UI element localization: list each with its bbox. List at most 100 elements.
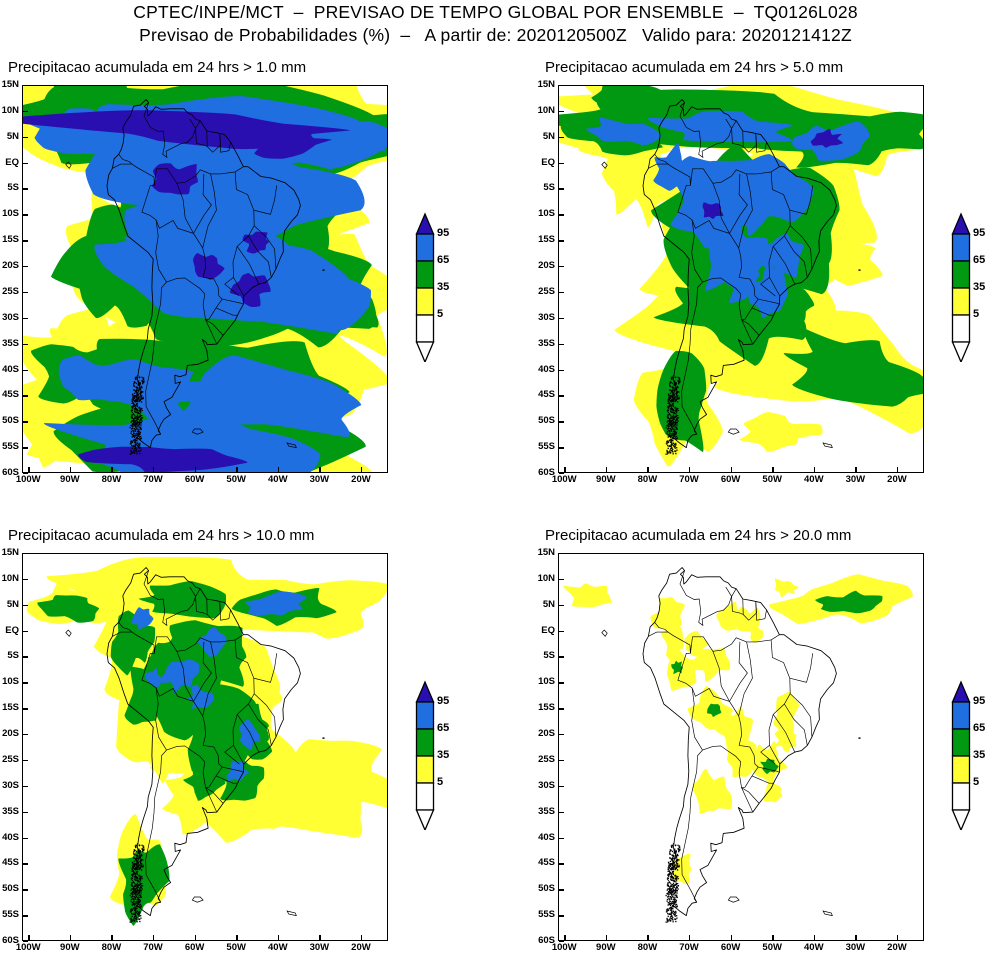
colorbar-level-label: 35: [973, 281, 986, 293]
y-axis-label: 10N: [537, 572, 555, 584]
x-axis-tick: [564, 467, 566, 472]
y-axis-tick: [23, 162, 28, 164]
y-axis-tick: [559, 759, 564, 762]
y-axis-tick: [559, 630, 564, 632]
y-axis-label: 5N: [6, 130, 19, 142]
x-axis-label: 70W: [143, 942, 163, 953]
x-axis-tick: [111, 467, 113, 472]
y-axis-label: 50S: [538, 415, 555, 427]
colorbar-level-label: 5: [973, 308, 980, 320]
y-axis-tick: [559, 291, 564, 294]
y-axis-tick: [559, 941, 564, 943]
x-axis-tick: [277, 467, 280, 472]
y-axis-tick: [23, 889, 28, 891]
header-line-1: CPTEC/INPE/MCT – PREVISAO DE TEMPO GLOBA…: [133, 2, 858, 22]
x-axis-tick: [813, 935, 816, 940]
y-axis-tick: [559, 369, 564, 371]
y-axis-tick: [23, 578, 28, 581]
x-axis-label: 90W: [596, 474, 616, 485]
colorbar-level-label: 35: [437, 749, 450, 761]
y-axis-label: 10S: [2, 208, 19, 220]
map-plot-1[interactable]: [22, 85, 388, 473]
y-axis-tick: [23, 343, 28, 346]
y-axis-label: 30S: [2, 779, 19, 791]
y-axis-tick: [23, 734, 28, 736]
panel-title-4: Precipitacao acumulada em 24 hrs > 20.0 …: [545, 527, 852, 544]
y-axis-label: 50S: [538, 883, 555, 895]
x-axis-label: 20W: [887, 942, 907, 953]
x-axis-label: 90W: [60, 474, 80, 485]
y-axis-tick: [23, 759, 28, 762]
x-axis-tick: [647, 935, 649, 940]
y-axis-tick: [559, 837, 564, 839]
y-axis-label: 50S: [2, 883, 19, 895]
y-axis-label: 10S: [538, 208, 555, 220]
x-axis-tick: [277, 935, 280, 940]
y-axis-tick: [23, 421, 28, 423]
x-axis-label: 20W: [351, 942, 371, 953]
panel-title-3: Precipitacao acumulada em 24 hrs > 10.0 …: [8, 527, 315, 544]
x-axis-label: 60W: [720, 942, 741, 953]
y-axis-label: 55S: [538, 909, 555, 921]
x-axis-tick: [730, 935, 732, 940]
y-axis-label: 30S: [538, 311, 555, 323]
x-axis-label: 50W: [226, 474, 246, 485]
y-axis-tick: [23, 85, 28, 87]
y-axis-tick: [23, 240, 28, 242]
x-axis-tick: [564, 935, 566, 940]
y-axis-label: 15N: [537, 79, 555, 90]
y-axis-tick: [559, 421, 564, 423]
y-axis-tick: [559, 110, 564, 113]
colorbar-level-label: 95: [437, 227, 450, 239]
y-axis-tick: [23, 604, 28, 607]
y-axis-tick: [559, 553, 564, 555]
map-plot-4[interactable]: [558, 553, 924, 941]
colorbar-level-label: 95: [437, 695, 450, 707]
y-axis-tick: [559, 447, 564, 449]
y-axis-label: 40S: [2, 831, 19, 843]
y-axis-label: 10N: [1, 572, 19, 584]
x-axis-label: 80W: [637, 942, 658, 953]
y-axis-label: 60S: [538, 467, 555, 478]
y-axis-tick: [23, 837, 28, 839]
x-axis-tick: [772, 467, 774, 472]
y-axis-label: 55S: [2, 909, 19, 921]
y-axis-label: 5N: [6, 598, 19, 610]
colorbar-level-label: 35: [973, 749, 986, 761]
y-axis-label: 40S: [2, 363, 19, 375]
y-axis-tick: [559, 317, 564, 320]
y-axis-label: 20S: [2, 728, 19, 740]
y-axis-tick: [23, 110, 28, 113]
x-axis-tick: [28, 467, 30, 472]
colorbar-legend: [950, 212, 990, 362]
x-axis-label: 40W: [268, 474, 288, 485]
y-axis-label: 45S: [538, 389, 555, 401]
x-axis-label: 50W: [762, 942, 782, 953]
y-axis-tick: [23, 266, 28, 268]
x-axis-tick: [236, 467, 238, 472]
x-axis-tick: [689, 935, 691, 940]
x-axis-tick: [153, 467, 155, 472]
x-axis-label: 90W: [596, 942, 616, 953]
y-axis-label: 15S: [538, 702, 555, 714]
x-axis-label: 100W: [15, 942, 41, 953]
x-axis-tick: [855, 935, 857, 940]
y-axis-label: 50S: [2, 415, 19, 427]
map-plot-2[interactable]: [558, 85, 924, 473]
x-axis-label: 50W: [226, 942, 246, 953]
y-axis-label: 10N: [537, 104, 555, 116]
y-axis-label: 15S: [538, 234, 555, 246]
x-axis-label: 100W: [551, 942, 577, 953]
y-axis-label: 55S: [538, 441, 555, 453]
x-axis-tick: [813, 467, 816, 472]
y-axis-tick: [559, 162, 564, 164]
y-axis-tick: [559, 473, 564, 475]
y-axis-label: 10S: [2, 676, 19, 688]
colorbar-legend: [414, 212, 454, 362]
y-axis-tick: [23, 291, 28, 294]
map-plot-3[interactable]: [22, 553, 388, 941]
y-axis-label: 20S: [538, 260, 555, 272]
y-axis-label: 15N: [1, 79, 19, 90]
x-axis-tick: [689, 467, 691, 472]
colorbar-level-label: 5: [973, 776, 980, 788]
